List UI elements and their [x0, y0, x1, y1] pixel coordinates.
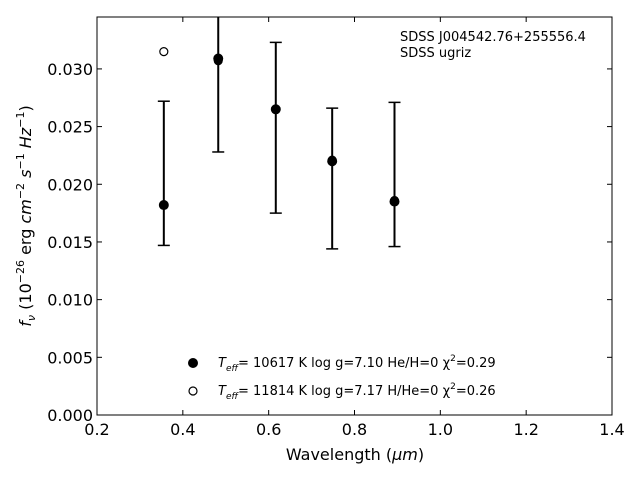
legend: Teff= 10617 K log g=7.10 He/H=0 χ2=0.29 … — [188, 354, 496, 402]
chart-marks — [157, 17, 401, 250]
model-point-open — [389, 196, 400, 207]
x-tick-label: 1.4 — [599, 420, 624, 439]
x-tick-label: 0.8 — [342, 420, 367, 439]
y-tick-label: 0.030 — [47, 60, 93, 79]
x-tick-label: 0.4 — [170, 420, 195, 439]
model-point-open — [327, 156, 337, 166]
y-tick-label: 0.015 — [47, 233, 93, 252]
model-point-filled — [158, 200, 169, 211]
x-tick-label: 0.2 — [84, 420, 109, 439]
x-tick-label: 0.6 — [256, 420, 281, 439]
y-tick-label: 0.020 — [47, 175, 93, 194]
photometry-annotation: SDSS ugriz — [400, 46, 471, 61]
y-axis-title: fν (10−26 erg cm−2 s−1 Hz−1) — [14, 105, 38, 326]
x-tick-label: 1.0 — [428, 420, 453, 439]
object-name-annotation: SDSS J004542.76+255556.4 — [400, 30, 586, 45]
plot-area: 0.2 0.4 0.6 0.8 1.0 1.2 1.4 0.000 0.005 0.010 0.01… — [47, 16, 625, 439]
y-tick-label: 0.000 — [47, 406, 93, 425]
y-tick-label: 0.005 — [47, 348, 93, 367]
legend-marker-filled — [188, 358, 198, 368]
model-point-open — [213, 53, 223, 64]
data-layer — [157, 17, 401, 250]
x-tick-label: 1.2 — [513, 420, 538, 439]
y-tick-label: 0.025 — [47, 118, 93, 137]
y-tick-label: 0.010 — [47, 291, 93, 310]
model-point-open — [271, 104, 281, 114]
x-axis-title: Wavelength (μm) — [286, 445, 424, 464]
legend-entry-open: Teff= 11814 K log g=7.17 H/He=0 χ2=0.26 — [218, 382, 496, 402]
legend-entry-filled: Teff= 10617 K log g=7.10 He/H=0 χ2=0.29 — [218, 354, 496, 374]
model-point-open — [159, 47, 169, 57]
legend-marker-open — [188, 386, 198, 396]
